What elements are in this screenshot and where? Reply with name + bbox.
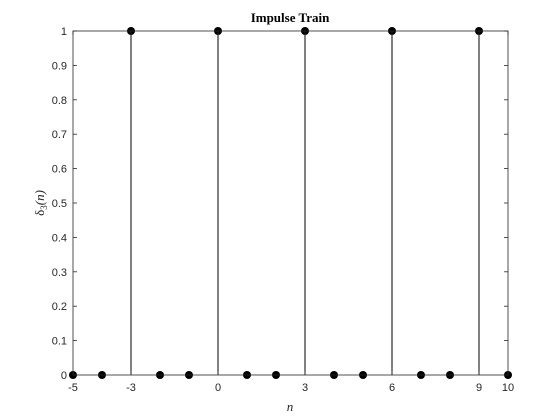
x-tick-label: -3 bbox=[126, 382, 136, 394]
y-tick-label: 1 bbox=[61, 26, 67, 38]
y-tick-label: 0.6 bbox=[52, 164, 67, 176]
x-axis-label: n bbox=[287, 399, 294, 414]
x-tick-label: 9 bbox=[476, 382, 482, 394]
x-tick-label: 3 bbox=[302, 382, 308, 394]
x-tick-label: -5 bbox=[68, 382, 78, 394]
y-axis-label: δ3(n) bbox=[32, 190, 49, 216]
y-tick-label: 0.7 bbox=[52, 129, 67, 141]
x-tick-label: 6 bbox=[389, 382, 395, 394]
y-tick-label: 0.1 bbox=[52, 336, 67, 348]
y-ticks-group: 0 0.1 0.2 0.3 0.4 0.5 0.6 0.7 0.8 0.9 1 bbox=[52, 26, 508, 382]
y-tick-label: 0.3 bbox=[52, 267, 67, 279]
stems-group bbox=[130, 31, 480, 375]
x-ticks-group: -5 -3 0 3 6 9 10 bbox=[68, 31, 514, 394]
y-tick-label: 0.4 bbox=[52, 232, 67, 244]
y-tick-label: 0 bbox=[61, 370, 67, 382]
y-tick-label: 0.5 bbox=[52, 198, 67, 210]
chart-title: Impulse Train bbox=[251, 10, 330, 25]
x-tick-label: 0 bbox=[215, 382, 221, 394]
y-axis-label-rest: (n) bbox=[32, 190, 47, 205]
y-tick-label: 0.2 bbox=[52, 301, 67, 313]
y-tick-label: 0.8 bbox=[52, 95, 67, 107]
y-tick-label: 0.9 bbox=[52, 60, 67, 72]
y-axis-label-sub: 3 bbox=[39, 205, 49, 210]
plot-area bbox=[73, 31, 508, 375]
y-axis-label-main: δ bbox=[32, 210, 47, 216]
x-tick-label: 10 bbox=[502, 382, 514, 394]
